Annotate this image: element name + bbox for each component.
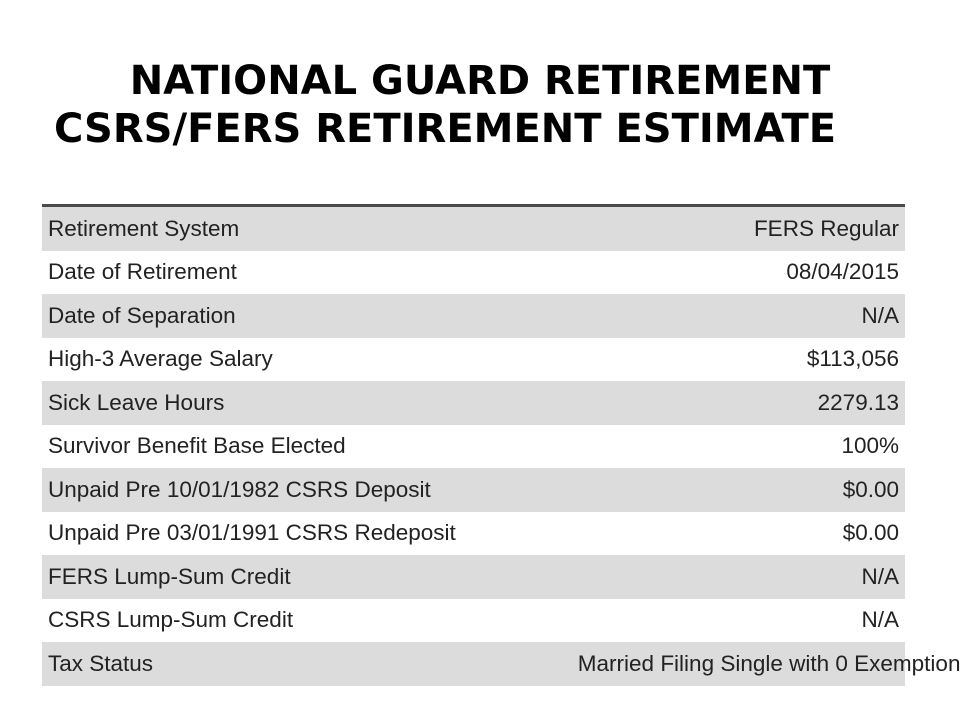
row-value: 100% bbox=[841, 433, 899, 459]
retirement-estimate-table: Retirement System FERS Regular Date of R… bbox=[42, 204, 960, 686]
title-line-1: NATIONAL GUARD RETIREMENT bbox=[129, 57, 831, 104]
row-value: 2279.13 bbox=[817, 389, 899, 415]
row-label: FERS Lump-Sum Credit bbox=[48, 563, 291, 589]
table-row-retirement-system: Retirement System FERS Regular bbox=[42, 207, 905, 251]
row-value: N/A bbox=[861, 607, 899, 633]
table-row-csrs-lump-sum-credit: CSRS Lump-Sum Credit N/A bbox=[42, 598, 905, 642]
row-value: 08/04/2015 bbox=[786, 259, 899, 285]
row-label: Sick Leave Hours bbox=[48, 389, 225, 415]
row-value: N/A bbox=[861, 563, 899, 589]
row-label: Retirement System bbox=[48, 215, 240, 241]
row-label: Unpaid Pre 03/01/1991 CSRS Redeposit bbox=[48, 520, 456, 546]
row-label: CSRS Lump-Sum Credit bbox=[48, 607, 294, 633]
table-row-survivor-benefit-base: Survivor Benefit Base Elected 100% bbox=[42, 424, 905, 468]
estimate-table: Retirement System FERS Regular Date of R… bbox=[42, 207, 960, 686]
row-value: $113,056 bbox=[806, 346, 899, 372]
table-row-tax-status: Tax Status Married Filing Single with 0 … bbox=[42, 642, 960, 686]
row-value: Married Filing Single with 0 Exemptions bbox=[577, 650, 960, 676]
table-row-fers-lump-sum-credit: FERS Lump-Sum Credit N/A bbox=[42, 555, 905, 599]
table-row-high-3-average-salary: High-3 Average Salary $113,056 bbox=[42, 337, 905, 381]
row-label: High-3 Average Salary bbox=[48, 346, 273, 372]
table-row-date-of-separation: Date of Separation N/A bbox=[42, 294, 905, 338]
table-row-sick-leave-hours: Sick Leave Hours 2279.13 bbox=[42, 381, 905, 425]
table-row-csrs-deposit: Unpaid Pre 10/01/1982 CSRS Deposit $0.00 bbox=[42, 468, 905, 512]
table-row-date-of-retirement: Date of Retirement 08/04/2015 bbox=[42, 250, 905, 294]
row-label: Date of Retirement bbox=[48, 259, 237, 285]
table-row-csrs-redeposit: Unpaid Pre 03/01/1991 CSRS Redeposit $0.… bbox=[42, 511, 905, 555]
row-label: Survivor Benefit Base Elected bbox=[48, 433, 346, 459]
row-label: Unpaid Pre 10/01/1982 CSRS Deposit bbox=[48, 476, 431, 502]
row-value: N/A bbox=[861, 302, 899, 328]
row-label: Tax Status bbox=[48, 650, 154, 676]
title-line-2: CSRS/FERS RETIREMENT ESTIMATE bbox=[53, 105, 837, 152]
row-value: FERS Regular bbox=[753, 215, 899, 241]
row-value: $0.00 bbox=[842, 520, 899, 546]
slide-title: NATIONAL GUARD RETIREMENT CSRS/FERS RETI… bbox=[0, 57, 960, 153]
row-value: $0.00 bbox=[842, 476, 899, 502]
row-label: Date of Separation bbox=[48, 302, 236, 328]
